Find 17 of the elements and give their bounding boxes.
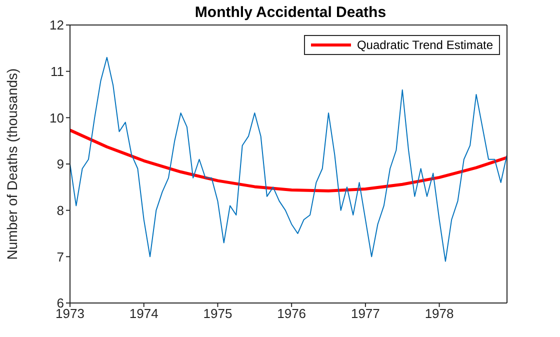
y-tick-label: 8 [56, 202, 64, 218]
y-axis-title: Number of Deaths (thousands) [4, 68, 20, 260]
line-series [70, 56, 507, 262]
x-tick-label: 1976 [277, 306, 306, 322]
x-tick-label: 1974 [129, 306, 158, 322]
x-tick-label: 1975 [203, 306, 232, 322]
x-tick-label: 1977 [350, 306, 380, 322]
legend-label: Quadratic Trend Estimate [356, 38, 493, 52]
x-tick-label: 1978 [424, 306, 454, 322]
x-tick-label: 1973 [56, 306, 84, 322]
y-tick-label: 9 [56, 156, 64, 172]
y-tick-label: 11 [50, 64, 64, 79]
chart-title: Monthly Accidental Deaths [194, 4, 388, 21]
y-tick-label: 7 [56, 249, 64, 264]
y-tick-label: 12 [50, 18, 64, 33]
y-tick-label: 10 [50, 110, 64, 126]
line-series [70, 128, 507, 192]
